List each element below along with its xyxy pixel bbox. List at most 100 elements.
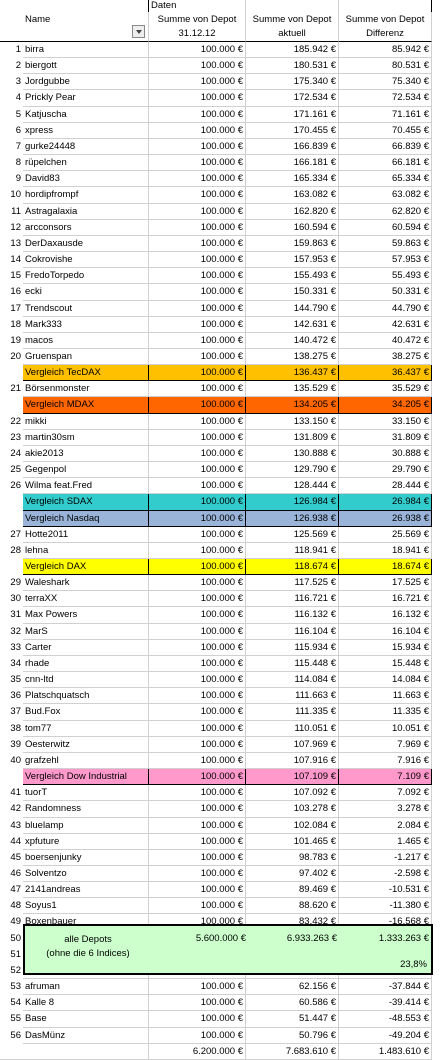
name-cell: Cokrovishe <box>23 252 149 269</box>
row-index: 30 <box>10 593 21 605</box>
depot-current-cell: 136.437 € <box>246 365 339 382</box>
depot-start-cell: 100.000 € <box>149 801 246 818</box>
depot-diff-cell: 50.331 € <box>339 284 432 301</box>
depot-current-cell: 134.205 € <box>246 397 339 414</box>
table-row: 38 tom77 100.000 €110.051 €10.051 € <box>0 720 440 737</box>
depot-current-cell: 88.620 € <box>246 898 339 915</box>
table-row: 12 arcconsors 100.000 €160.594 €60.594 € <box>0 219 440 236</box>
header-row: Name Summe von Depot 31.12.12 Summe von … <box>0 12 440 42</box>
name-cell: Carter <box>23 639 149 656</box>
row-index: 42 <box>10 803 21 815</box>
summary-label-line1: alle Depots <box>64 934 112 945</box>
table-row: 33 Carter 100.000 €115.934 €15.934 € <box>0 639 440 656</box>
table-row: 53 afruman 100.000 €62.156 € -37.844 € <box>0 979 440 996</box>
table-row: 29 Waleshark 100.000 €117.525 €17.525 € <box>0 575 440 592</box>
depot-current-cell: 165.334 € <box>246 171 339 188</box>
table-row: 25 Gegenpol 100.000 €129.790 €29.790 € <box>0 462 440 479</box>
table-row: 41 tuorT 100.000 €107.092 €7.092 € <box>0 785 440 802</box>
row-index: 10 <box>10 189 21 201</box>
depot-current-cell: 117.525 € <box>246 575 339 592</box>
row-index: 14 <box>10 254 21 266</box>
index-comparison-row: Vergleich Nasdaq 100.000 €126.938 €26.938… <box>0 510 440 527</box>
name-cell: Vergleich Nasdaq <box>23 510 149 527</box>
row-index: 51 <box>10 948 21 960</box>
depot-diff-cell: 2.084 € <box>339 817 432 834</box>
row-index: 38 <box>10 722 21 734</box>
row-index: 49 <box>10 916 21 928</box>
depot-current-cell: 115.448 € <box>246 655 339 673</box>
name-cell: Soyus1 <box>23 898 149 915</box>
depot-start-cell: 100.000 € <box>149 252 246 269</box>
name-cell: Prickly Pear <box>23 90 149 107</box>
name-cell: FredoTorpedo <box>23 268 149 285</box>
name-cell: cnn-ltd <box>23 672 149 689</box>
row-index: 56 <box>10 1029 21 1041</box>
depot-current-cell: 138.275 € <box>246 348 339 366</box>
depot-diff-cell: 40.472 € <box>339 332 432 349</box>
row-index: 43 <box>10 819 21 831</box>
summary-box: alle Depots (ohne die 6 Indices) 5.600.0… <box>23 924 433 975</box>
depot-start-cell: 100.000 € <box>149 882 246 899</box>
table-row: 32 MarS 100.000 €116.104 €16.104 € <box>0 623 440 640</box>
name-cell: DerDaxausde <box>23 235 149 253</box>
depot-start-cell: 100.000 € <box>149 316 246 333</box>
table-row: 5 Katjuscha 100.000 €171.161 €71.161 € <box>0 106 440 123</box>
depot-diff-cell: 29.790 € <box>339 462 432 479</box>
header-name: Name <box>23 12 149 42</box>
depot-start-cell: 100.000 € <box>149 478 246 495</box>
name-cell: Börsenmonster <box>23 381 149 398</box>
table-row: 39 Oesterwitz 100.000 €107.969 €7.969 € <box>0 736 440 753</box>
table-row: 54 Kalle 8 100.000 €60.586 € -39.414 € <box>0 995 440 1012</box>
depot-start-cell: 100.000 € <box>149 171 246 188</box>
row-index: 33 <box>10 641 21 653</box>
name-cell: boersenjunky <box>23 849 149 866</box>
depot-current-cell: 118.941 € <box>246 542 339 559</box>
row-index: 55 <box>10 1013 21 1025</box>
depot-diff-cell: 11.335 € <box>339 704 432 721</box>
depot-start-cell: 100.000 € <box>149 995 246 1012</box>
depot-current-cell: 150.331 € <box>246 284 339 301</box>
summary-v3: 1.333.263 € <box>378 933 429 944</box>
row-index: 26 <box>10 480 21 492</box>
name-cell: lehna <box>23 542 149 559</box>
row-index: 11 <box>11 205 21 217</box>
name-cell: Vergleich SDAX <box>23 494 149 511</box>
depot-start-cell: 100.000 € <box>149 526 246 543</box>
table-row: 1 birra 100.000 €185.942 €85.942 € <box>0 42 440 59</box>
depot-start-cell: 100.000 € <box>149 284 246 301</box>
table-row: 36 Platschquatsch 100.000 €111.663 €11.663… <box>0 688 440 705</box>
depot-diff-cell: 25.569 € <box>339 526 432 543</box>
header-col3: Summe von Depot Differenz <box>339 12 432 42</box>
depot-current-cell: 162.820 € <box>246 203 339 220</box>
table-row: 56 DasMünz 100.000 €50.796 € -49.204 € <box>0 1027 440 1044</box>
depot-diff-cell: 75.340 € <box>339 74 432 91</box>
depot-current-cell: 166.839 € <box>246 138 339 156</box>
depot-start-cell: 100.000 € <box>149 397 246 414</box>
summary-percent: 23,8% <box>400 959 427 970</box>
row-index: 18 <box>10 318 21 330</box>
depot-start-cell: 100.000 € <box>149 445 246 463</box>
row-index: 20 <box>10 350 21 362</box>
depot-diff-cell: 31.809 € <box>339 429 432 446</box>
depot-current-cell: 102.084 € <box>246 817 339 834</box>
depot-diff-cell: 30.888 € <box>339 445 432 463</box>
depot-diff-cell: 28.444 € <box>339 478 432 495</box>
depot-current-cell: 111.663 € <box>246 688 339 705</box>
row-index: 5 <box>15 108 21 120</box>
depot-diff-cell: 16.132 € <box>339 607 432 624</box>
name-cell: 2141andreas <box>23 882 149 899</box>
table-row: 31 Max Powers 100.000 €116.132 €16.132 € <box>0 607 440 624</box>
depot-current-cell: 185.942 € <box>246 42 339 59</box>
name-cell: Waleshark <box>23 575 149 592</box>
depot-diff-cell: -1.217 € <box>339 849 432 866</box>
name-cell: tuorT <box>23 785 149 802</box>
header-col2: Summe von Depot aktuell <box>246 12 339 42</box>
depot-current-cell: 60.586 € <box>246 995 339 1012</box>
depot-current-cell: 129.790 € <box>246 462 339 479</box>
name-cell: Platschquatsch <box>23 688 149 705</box>
filter-dropdown-icon[interactable] <box>132 25 145 38</box>
row-index: 22 <box>10 415 21 427</box>
name-cell: DasMünz <box>23 1027 149 1044</box>
name-cell: Gruenspan <box>23 348 149 366</box>
depot-diff-cell: 16.104 € <box>339 623 432 640</box>
